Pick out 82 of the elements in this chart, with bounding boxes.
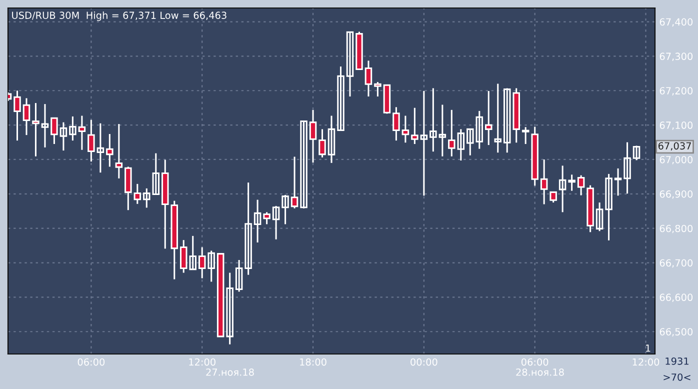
x-tick-label: 12:00 [632, 358, 660, 366]
candlestick [300, 120, 308, 210]
candlestick [558, 164, 566, 213]
x-tick-label: 18:00 [300, 358, 326, 366]
y-tick-label: 66,900 [660, 190, 693, 199]
candlestick [106, 133, 114, 168]
y-tick-label: 67,000 [660, 156, 693, 164]
candlestick [208, 250, 215, 282]
candlestick [115, 123, 123, 180]
candlestick [14, 90, 21, 142]
candlestick [88, 119, 95, 162]
candlestick [540, 158, 548, 206]
candlestick [577, 174, 585, 196]
y-tick-label: 67,400 [660, 18, 693, 27]
candlestick [374, 81, 382, 98]
text: 28.ноя.18 [516, 368, 564, 376]
candlestick [485, 90, 492, 146]
candlestick [134, 183, 142, 205]
candlestick [346, 31, 354, 98]
candlestick [522, 126, 530, 145]
text: 1931 [666, 357, 688, 365]
annotation: 1 [646, 344, 650, 352]
candlestick [328, 114, 336, 164]
candlestick [476, 110, 484, 150]
candlestick [180, 239, 188, 274]
x-tick-label: 06:00 [521, 358, 548, 366]
candlestick [60, 122, 68, 152]
candlestick [318, 128, 326, 158]
candlestick [282, 194, 289, 225]
candlestick [198, 246, 206, 280]
candlestick [596, 202, 604, 232]
candlestick [254, 199, 262, 244]
annotation: 67,037 [658, 142, 691, 151]
candlestick [226, 272, 234, 346]
candlestick [272, 205, 280, 240]
candlestick [420, 90, 428, 196]
y-tick-label: 67,200 [660, 87, 693, 96]
candlestick [32, 102, 40, 158]
y-tick-label: 67,100 [660, 122, 693, 130]
candlestick [430, 87, 437, 152]
text: 27.ноя.18 [206, 368, 254, 376]
candlestick [503, 87, 511, 154]
candlestick [550, 191, 557, 204]
candlestick [466, 128, 474, 156]
candlestick [364, 60, 372, 98]
candlestick [457, 128, 465, 162]
candlestick [152, 152, 160, 196]
candlestick [50, 117, 58, 145]
candlestick [411, 107, 418, 145]
candlestick [189, 235, 196, 270]
candlestick [22, 97, 30, 136]
candlestick [244, 182, 252, 276]
candlestick [290, 156, 298, 210]
y-tick-label: 66,700 [660, 259, 693, 268]
candlestick [143, 188, 150, 208]
y-tick-label: 66,600 [660, 294, 693, 302]
candlestick [605, 173, 612, 242]
candlestick [614, 168, 622, 196]
y-tick-label: 66,500 [660, 328, 693, 336]
candlestick [568, 174, 576, 192]
candlestick [309, 109, 317, 164]
candlestick [41, 103, 49, 148]
candlestick [235, 259, 243, 292]
y-tick-label: 67,300 [660, 52, 693, 62]
candlestick [96, 122, 104, 174]
x-tick-label: 12:00 [189, 358, 216, 366]
x-tick-label: 06:00 [78, 358, 105, 366]
y-tick-label: 66,800 [660, 224, 693, 234]
text: >70< [664, 373, 690, 381]
candlestick [69, 116, 76, 142]
candlestick [494, 82, 502, 154]
candlestick [632, 144, 640, 161]
candlestick [263, 211, 270, 225]
candlestick [402, 114, 410, 144]
chart-title: USD/RUB 30M High = 67,371 Low = 66,463 [12, 11, 226, 21]
candlestick [337, 66, 344, 131]
candlestick [438, 104, 446, 158]
candlestick [78, 114, 86, 151]
candlestick [392, 106, 400, 142]
x-tick-label: 00:00 [410, 358, 438, 366]
candlestick [624, 142, 631, 194]
candlestick [448, 109, 456, 158]
